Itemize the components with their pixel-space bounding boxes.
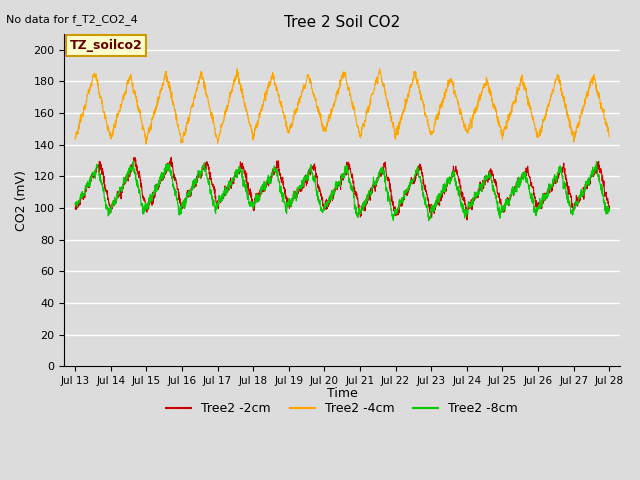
Text: No data for f_T2_CO2_4: No data for f_T2_CO2_4: [6, 14, 138, 25]
X-axis label: Time: Time: [327, 387, 358, 400]
Title: Tree 2 Soil CO2: Tree 2 Soil CO2: [284, 15, 400, 30]
Y-axis label: CO2 (mV): CO2 (mV): [15, 170, 28, 230]
Text: TZ_soilco2: TZ_soilco2: [70, 39, 143, 52]
Legend: Tree2 -2cm, Tree2 -4cm, Tree2 -8cm: Tree2 -2cm, Tree2 -4cm, Tree2 -8cm: [161, 397, 523, 420]
